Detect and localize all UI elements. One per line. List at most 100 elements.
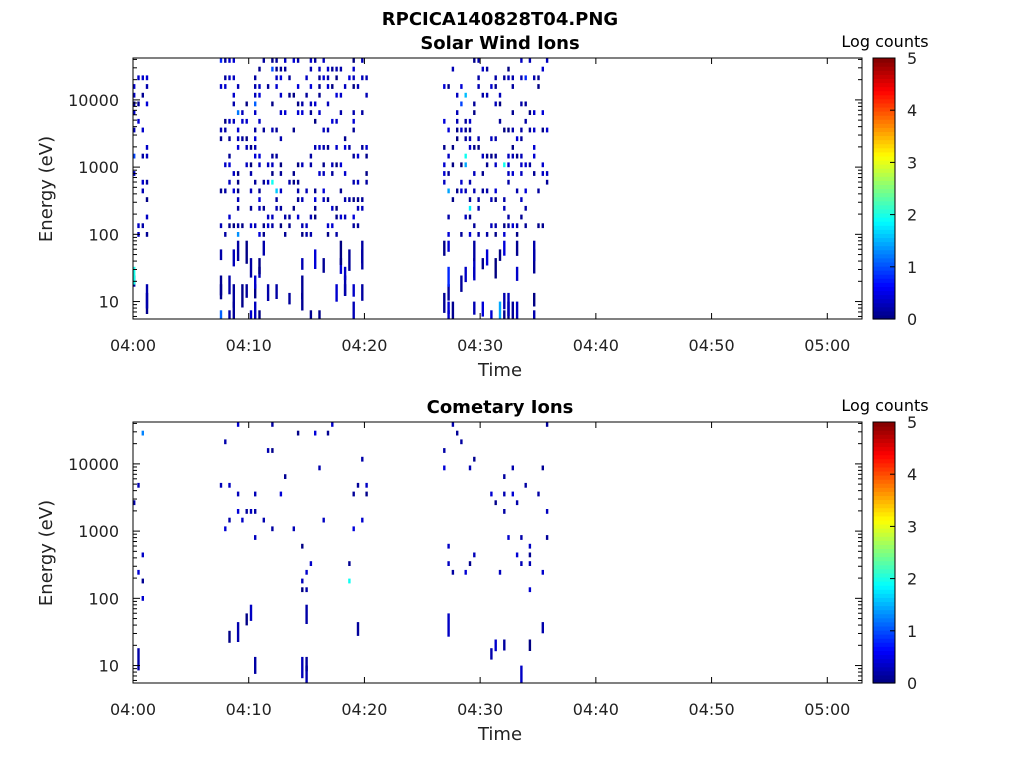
spectrogram-cell [236, 188, 240, 194]
spectrogram-cell [528, 587, 532, 593]
spectrogram-cell [468, 561, 472, 566]
colorbar-step [873, 265, 895, 271]
panel-title: Cometary Ions [427, 397, 574, 418]
spectrogram-cell [507, 179, 510, 185]
spectrogram-cell [133, 153, 136, 159]
spectrogram-cell [145, 101, 149, 107]
spectrogram-cell [137, 648, 140, 671]
colorbar-step [873, 593, 895, 598]
x-tick-label: 04:00 [110, 336, 156, 355]
spectrogram-cell [361, 205, 364, 211]
spectrogram-cell [275, 75, 278, 81]
spectrogram-cell [133, 84, 136, 89]
spectrogram-cell [301, 292, 304, 311]
spectrogram-cell [443, 292, 446, 313]
spectrogram-cell [133, 127, 136, 133]
colorbar-step [873, 601, 895, 607]
spectrogram-cell [309, 58, 313, 63]
spectrogram-cell [537, 84, 540, 89]
spectrogram-cell [511, 84, 514, 89]
spectrogram-cell [296, 84, 300, 89]
colorbar-step [873, 176, 895, 181]
spectrogram-cell [507, 292, 510, 316]
spectrogram-cell [228, 275, 231, 295]
spectrogram-cell [520, 197, 523, 202]
spectrogram-cell [262, 240, 265, 256]
y-tick-label: 10000 [68, 455, 119, 474]
spectrogram-cell [503, 75, 506, 81]
colorbar-step [873, 314, 895, 320]
spectrogram-cell [331, 66, 334, 72]
colorbar-step [873, 438, 895, 443]
spectrogram-cell [524, 223, 527, 229]
spectrogram-cell [322, 258, 325, 273]
spectrogram-cell [331, 84, 334, 89]
spectrogram-cell [365, 92, 368, 98]
spectrogram-cell [292, 92, 295, 98]
spectrogram-cell [258, 258, 261, 275]
colorbar-step [873, 589, 895, 594]
axis-ticks: 04:00 04:10 04:20 04:30 04:40 04:50 05:00 10 100… [68, 58, 862, 355]
spectrogram-cell [145, 145, 149, 150]
spectrogram-cell [460, 232, 463, 237]
spectrogram-cell [343, 275, 347, 296]
spectrogram-cell [447, 153, 450, 159]
spectrogram-cell [343, 84, 347, 89]
colorbar-step [873, 200, 895, 206]
spectrogram-cell [326, 84, 330, 89]
spectrogram-cell [498, 92, 502, 98]
spectrogram-cell [541, 162, 544, 168]
spectrogram-cell [275, 66, 278, 72]
colorbar-frame [872, 57, 896, 320]
spectrogram-cell [464, 214, 467, 220]
spectrogram-cell [288, 179, 291, 185]
colorbar-step [873, 286, 895, 292]
colorbar-tick-label: 2 [907, 570, 917, 589]
spectrogram-cell [481, 188, 484, 194]
spectrogram-cell [301, 110, 304, 115]
spectrogram-cell [361, 145, 364, 150]
colorbar-step [873, 556, 895, 562]
spectrogram-cell [339, 66, 343, 72]
spectrogram-cell [301, 656, 304, 679]
spectrogram-cell [503, 205, 506, 211]
colorbar-label: Log counts [841, 396, 928, 415]
spectrogram-cell [443, 118, 446, 124]
colorbar-step [873, 229, 895, 234]
spectrogram-cell [533, 240, 536, 262]
solar-wind-panel: Solar Wind Ions 04:00 04:10 04:20 04:30 04:4… [36, 32, 929, 381]
spectrogram-cell [511, 223, 514, 229]
spectrogram-cell [361, 75, 364, 81]
spectrogram-cell [494, 153, 497, 159]
spectrogram-cell [249, 205, 253, 211]
colorbar-step [873, 674, 895, 680]
spectrogram-cell [296, 179, 300, 185]
spectrogram-cell [141, 596, 144, 601]
spectrogram-cell [301, 587, 304, 593]
colorbar-step [873, 237, 895, 243]
colorbar-step [873, 172, 895, 177]
spectrogram-cell [271, 526, 274, 532]
spectrogram-cell [145, 232, 149, 237]
spectrogram-cell [352, 75, 355, 81]
spectrogram-cell [314, 101, 317, 107]
spectrogram-cell [498, 101, 502, 107]
spectrogram-cell [279, 162, 283, 168]
spectrogram-cell [511, 491, 514, 497]
colorbar-step [873, 70, 895, 75]
spectrogram-cell [473, 552, 476, 558]
spectrogram-cell [296, 58, 300, 63]
colorbar-step [873, 442, 895, 448]
colorbar-step [873, 650, 895, 656]
spectrogram-cell [236, 110, 240, 115]
spectrogram-cell [352, 110, 355, 115]
spectrogram-cell [279, 136, 283, 142]
spectrogram-cell [296, 162, 300, 168]
x-tick-label: 04:20 [341, 336, 387, 355]
spectrogram-cell [456, 430, 459, 436]
spectrogram-cell [249, 171, 253, 176]
y-axis-label: Energy (eV) [36, 136, 57, 242]
spectrogram-cell [339, 188, 343, 194]
spectrogram-cell [314, 214, 317, 220]
spectrogram-cell [288, 214, 291, 220]
